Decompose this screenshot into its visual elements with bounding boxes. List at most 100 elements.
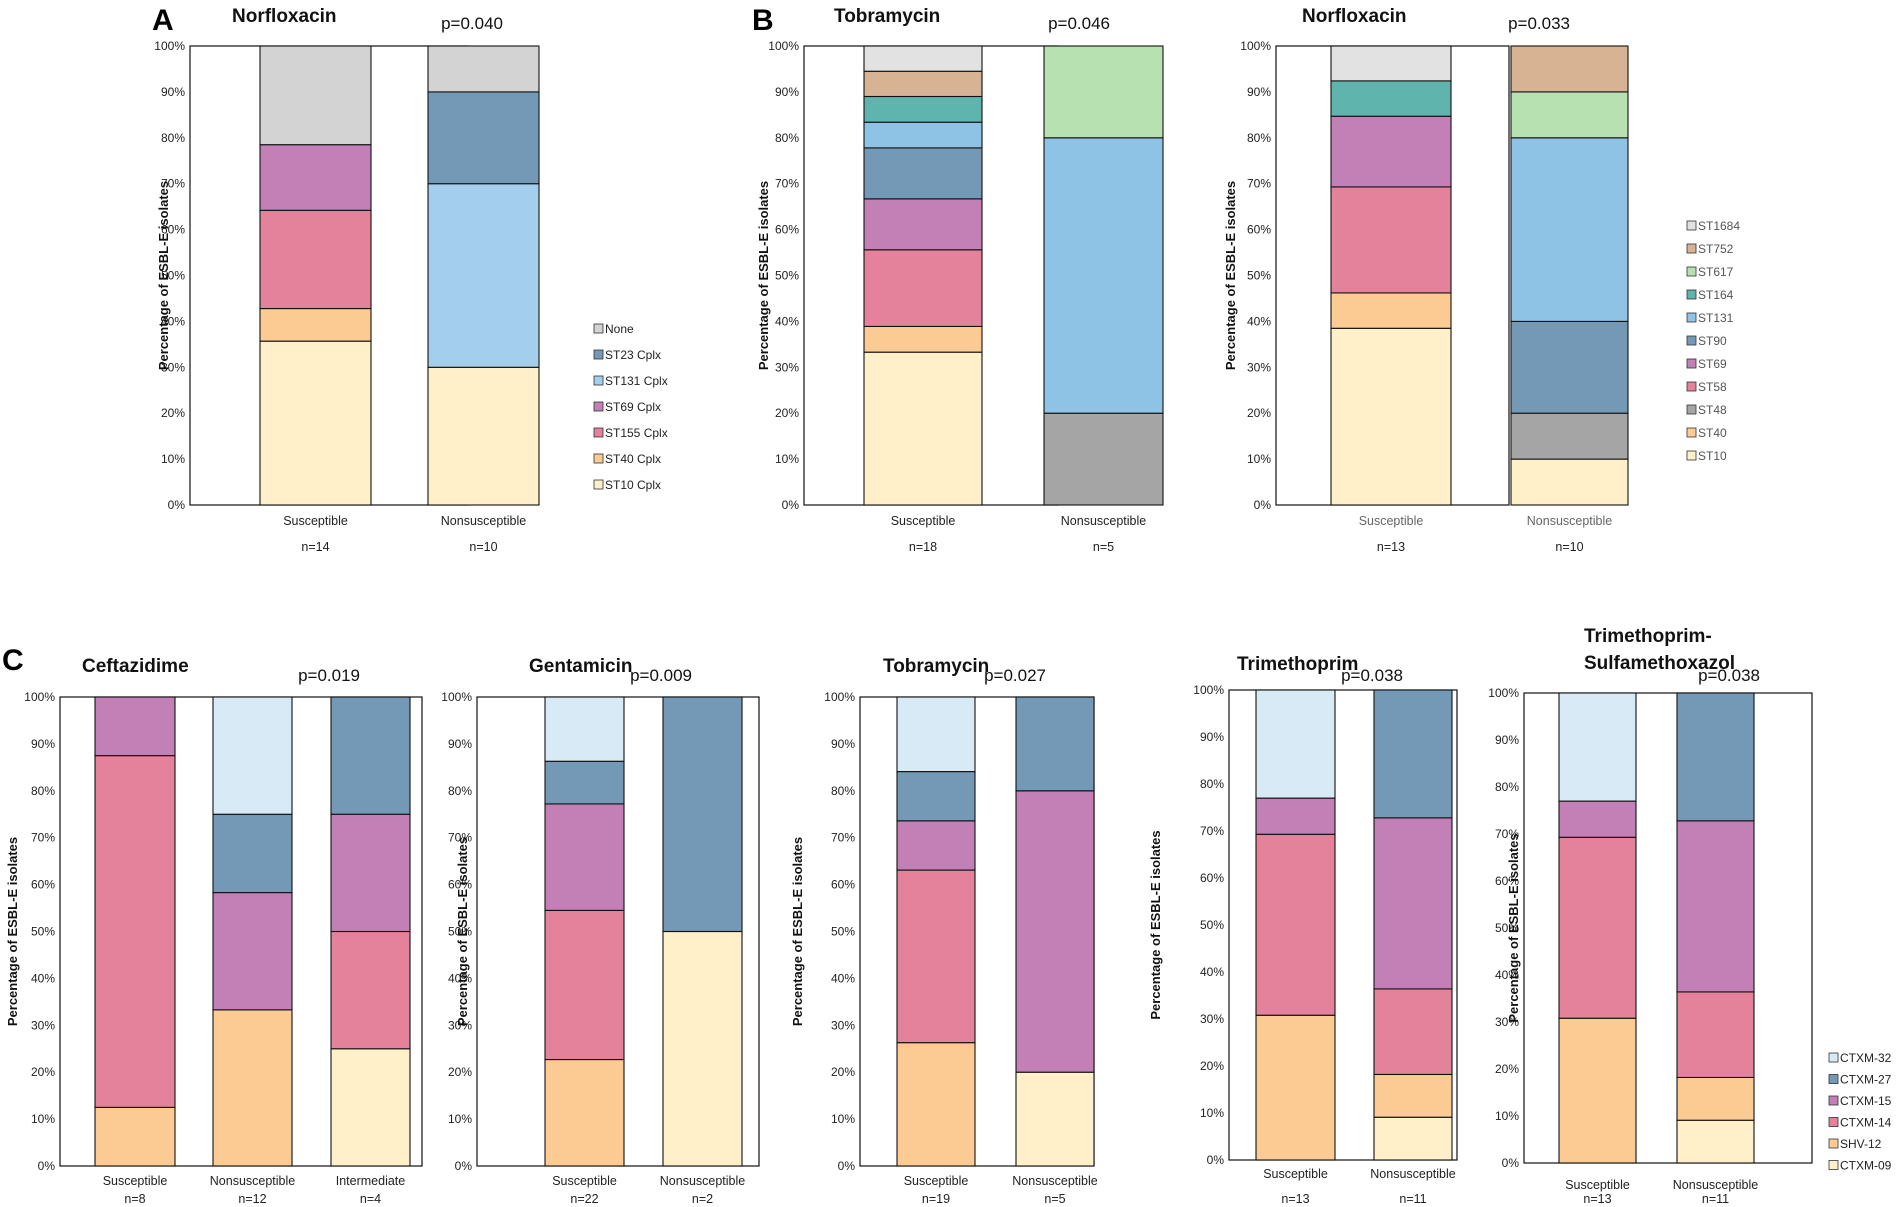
chart-c-gentamicin: 0% 10% 20% 30% 40% 50% 60% 70% 80% 90% 100% Percent… [441,656,760,1206]
y-tick-label: 40% [775,314,799,328]
y-axis-label: Percentage of ESBL-E isolates [5,837,20,1026]
bar-segment-shv-12 [1373,1073,1453,1118]
y-tick-label: 70% [161,177,185,191]
y-tick-label: 60% [1200,871,1224,885]
y-tick-label: 0% [38,1159,56,1173]
y-tick-label: 20% [775,406,799,420]
y-tick-label: 90% [161,85,185,99]
panel-label-a: A [152,4,174,37]
legend-label: ST23 Cplx [605,348,661,362]
bar-segment-ctxm-14 [330,930,411,1050]
chart-b-norfloxacin: 0% 10% 20% 30% 40% 50% 60% 70% 80% 90% 100% Percent… [1223,6,1629,554]
y-tick-label: 0% [782,498,800,512]
bar-segment-st90 [863,147,983,200]
y-tick-label: 100% [154,39,185,53]
y-axis-label: Percentage of ESBL-E isolates [790,837,805,1026]
y-tick-label: 60% [831,878,855,892]
bar-segment-st10-cplx [259,340,372,506]
legend-a: None ST23 Cplx ST131 Cplx ST69 Cplx ST155 Cp… [593,322,668,492]
legend-swatch [593,479,604,490]
legend-label: ST40 [1698,426,1727,440]
bar-segment-ctxm-27 [212,813,293,894]
bar-segment-ctxm-27 [662,696,743,933]
bar-segment-ctxm-14 [1373,988,1453,1076]
legend-label: ST752 [1698,242,1734,256]
legend-swatch [1686,427,1697,438]
sample-size-label: n=10 [469,540,497,554]
chart-b-tobramycin: 0% 10% 20% 30% 40% 50% 60% 70% 80% 90% 100% Percent… [756,6,1164,554]
bar-segment-st164 [863,95,983,123]
bar-segment-ctxm-32 [1558,692,1637,802]
bar-segment-ctxm-15 [212,892,293,1011]
y-axis-label: Percentage of ESBL-E isolates [1223,181,1238,370]
y-tick-label: 90% [831,737,855,751]
y-tick-label: 40% [161,314,185,328]
y-tick-label: 30% [448,1018,472,1032]
y-tick-label: 70% [1247,177,1271,191]
y-tick-label: 40% [31,971,55,985]
legend-swatch [1828,1117,1839,1127]
category-label: Nonsusceptible [210,1174,296,1188]
category-label: Susceptible [904,1174,969,1188]
bar-segment-st164 [1330,80,1452,117]
category-label: Nonsusceptible [1012,1174,1098,1188]
bar-segment-ctxm-14 [896,869,976,1044]
legend-label: CTXM-09 [1840,1159,1892,1173]
sample-size-label: n=13 [1281,1192,1309,1206]
bar-segment-ctxm-09 [1373,1116,1453,1161]
p-value: p=0.046 [1048,14,1110,33]
chart-a-norfloxacin: 0% 10% 20% 30% 40% 50% 60% 70% 80% 90% 100% Percent… [154,6,540,554]
bar-segment-st48 [1510,412,1629,460]
bar-segment-st40 [863,325,983,353]
bar-segment-shv-12 [896,1042,976,1167]
y-tick-label: 0% [1207,1153,1225,1167]
y-tick-label: 60% [1247,223,1271,237]
legend-label: CTXM-27 [1840,1073,1892,1087]
bar-segment-shv-12 [544,1058,625,1167]
bar-segment-ctxm-15 [896,820,976,871]
bar-segment-shv-12 [1676,1076,1755,1121]
legend-label: ST155 Cplx [605,426,668,440]
legend-swatch [1686,404,1697,415]
bar-segment-ctxm-09 [662,930,743,1167]
y-tick-label: 30% [1247,360,1271,374]
bar-segment-st40-cplx [259,307,372,342]
legend-swatch [1686,450,1697,461]
chart-title: Tobramycin [834,6,940,27]
y-tick-label: 50% [448,925,472,939]
y-tick-label: 0% [838,1159,856,1173]
sample-size-label: n=10 [1555,540,1583,554]
bar-segment-none [427,45,540,93]
legend-swatch [593,375,604,386]
y-tick-label: 80% [1247,131,1271,145]
legend-label: ST69 [1698,357,1727,371]
bar-segment-ctxm-27 [330,696,411,815]
legend-swatch [593,401,604,412]
y-tick-label: 50% [1200,918,1224,932]
y-tick-label: 50% [831,925,855,939]
chart-title: Norfloxacin [1302,6,1407,27]
y-tick-label: 80% [1200,777,1224,791]
y-tick-label: 10% [1200,1106,1224,1120]
y-tick-label: 100% [24,690,55,704]
legend-b: ST1684 ST752 ST617 ST164 ST131 ST90 ST69 ST58 ST… [1686,219,1740,463]
y-tick-label: 90% [1495,733,1519,747]
legend-swatch [593,349,604,360]
sample-size-label: n=19 [922,1192,950,1206]
bar-segment-none [259,45,372,146]
category-label: Intermediate [336,1174,406,1188]
sample-size-label: n=18 [909,540,937,554]
legend-label: ST69 Cplx [605,400,661,414]
p-value: p=0.019 [298,666,360,685]
category-label: Nonsusceptible [1370,1167,1456,1181]
p-value: p=0.027 [984,666,1046,685]
legend-swatch [593,427,604,438]
sample-size-label: n=13 [1377,540,1405,554]
bar-segment-st752 [863,70,983,98]
y-tick-label: 10% [31,1112,55,1126]
y-tick-label: 30% [1200,1012,1224,1026]
y-tick-label: 10% [161,452,185,466]
legend-swatch [1828,1074,1839,1084]
y-tick-label: 50% [31,925,55,939]
legend-label: CTXM-14 [1840,1116,1892,1130]
